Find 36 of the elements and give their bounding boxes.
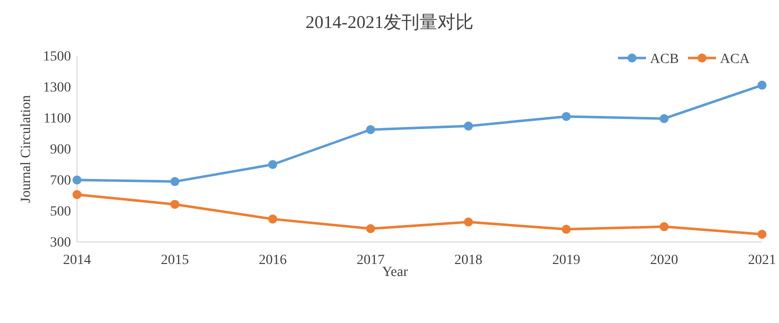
point — [366, 125, 376, 134]
point — [562, 112, 571, 121]
x-axis-title: Year — [382, 265, 408, 280]
y-tick-label: 900 — [50, 142, 71, 158]
point — [562, 224, 571, 234]
point — [268, 160, 278, 169]
x-tick-label: 2015 — [160, 253, 189, 268]
point — [268, 214, 278, 224]
y-tick-label: 700 — [50, 174, 71, 188]
legend-label: ACA — [720, 52, 750, 67]
y-tick-label: 1300 — [43, 80, 71, 96]
point — [758, 80, 766, 90]
point — [366, 224, 376, 234]
x-tick-label: 2020 — [650, 253, 678, 268]
y-tick-label: 300 — [50, 236, 71, 250]
chart-title: 2014-2021发刊量对比 — [306, 12, 474, 32]
point — [464, 122, 473, 131]
y-tick-label: 500 — [50, 204, 71, 220]
x-tick-label: 2014 — [63, 253, 91, 268]
point — [170, 200, 180, 209]
y-axis-title: Journal Circulation — [19, 95, 34, 203]
point — [72, 190, 82, 200]
point — [758, 230, 766, 239]
point — [660, 114, 669, 124]
point — [464, 218, 473, 227]
x-tick-label: 2016 — [258, 253, 287, 268]
point — [170, 177, 180, 186]
x-tick-label: 2018 — [454, 253, 482, 268]
x-tick-label: 2021 — [748, 253, 776, 268]
y-tick-label: 1500 — [43, 50, 71, 64]
point — [72, 176, 82, 184]
y-tick-label: 1100 — [44, 112, 71, 126]
x-tick-label: 2017 — [356, 253, 385, 268]
legend-label: ACB — [650, 52, 679, 67]
x-tick-label: 2019 — [552, 253, 580, 268]
point — [660, 222, 669, 232]
